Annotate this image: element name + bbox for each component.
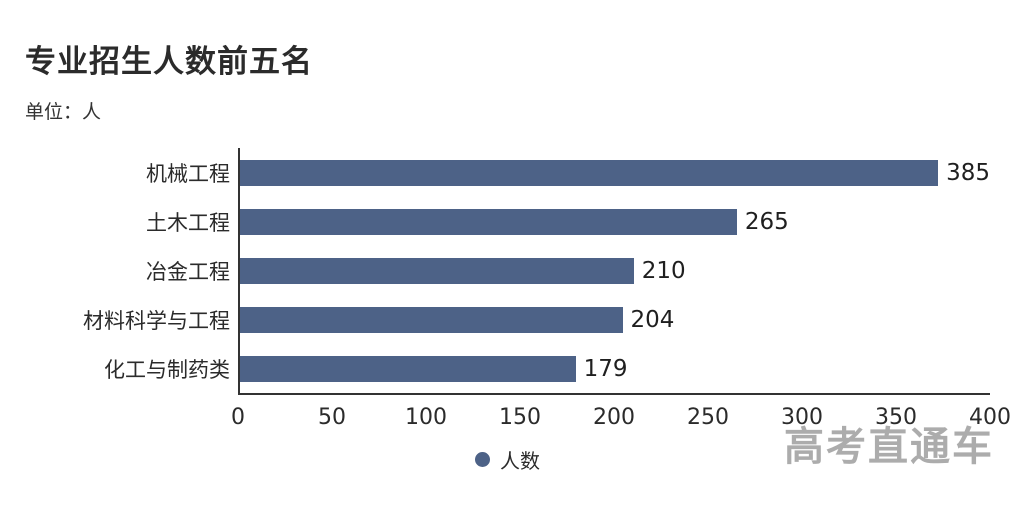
x-axis: 0 50 100 150 200 250 300 350 400: [231, 393, 1011, 439]
bar-row: 材料科学与工程 204: [25, 295, 990, 344]
bar: [240, 208, 737, 235]
category-label: 材料科学与工程: [83, 308, 230, 333]
chart-title: 专业招生人数前五名: [25, 44, 313, 80]
bar-row: 机械工程 385: [25, 148, 990, 197]
bar-row: 冶金工程 210: [25, 246, 990, 295]
legend-label: 人数: [500, 449, 540, 473]
bar-rows: 机械工程 385 土木工程 265 冶金工程 210 材料科学与工程 204 化工与制药类 179: [25, 148, 990, 393]
bar-chart: 机械工程 385 土木工程 265 冶金工程 210 材料科学与工程 204 化工与制药类 179…: [25, 148, 1011, 474]
x-tick-label: 150: [499, 405, 541, 430]
bar-row: 土木工程 265: [25, 197, 990, 246]
legend-marker-icon: [475, 452, 490, 467]
x-tick-label: 200: [593, 405, 635, 430]
category-label: 化工与制药类: [104, 357, 230, 382]
x-tick-label: 300: [781, 405, 823, 430]
category-label: 机械工程: [146, 161, 230, 186]
bar: [240, 257, 634, 284]
bar: [240, 306, 623, 333]
bar-track: 265: [238, 197, 990, 246]
category-label: 土木工程: [146, 210, 230, 235]
value-label: 204: [630, 306, 675, 333]
bar: [240, 159, 939, 186]
bar-track: 204: [238, 295, 990, 344]
unit-note: 单位：人: [25, 101, 102, 123]
value-label: 210: [641, 257, 686, 284]
x-tick-label: 100: [405, 405, 447, 430]
value-label: 265: [744, 208, 789, 235]
category-label: 冶金工程: [146, 259, 230, 284]
legend: 人数: [25, 445, 990, 474]
bar-track: 385: [238, 148, 990, 197]
value-label: 385: [946, 159, 990, 186]
value-label: 179: [583, 355, 628, 382]
bar-track: 179: [238, 344, 990, 393]
x-tick-label: 400: [969, 405, 1011, 430]
bar-row: 化工与制药类 179: [25, 344, 990, 393]
x-tick-label: 250: [687, 405, 729, 430]
x-tick-label: 50: [318, 405, 346, 430]
bar: [240, 355, 576, 382]
x-tick-label: 350: [875, 405, 917, 430]
x-tick-label: 0: [231, 405, 245, 430]
bar-track: 210: [238, 246, 990, 295]
